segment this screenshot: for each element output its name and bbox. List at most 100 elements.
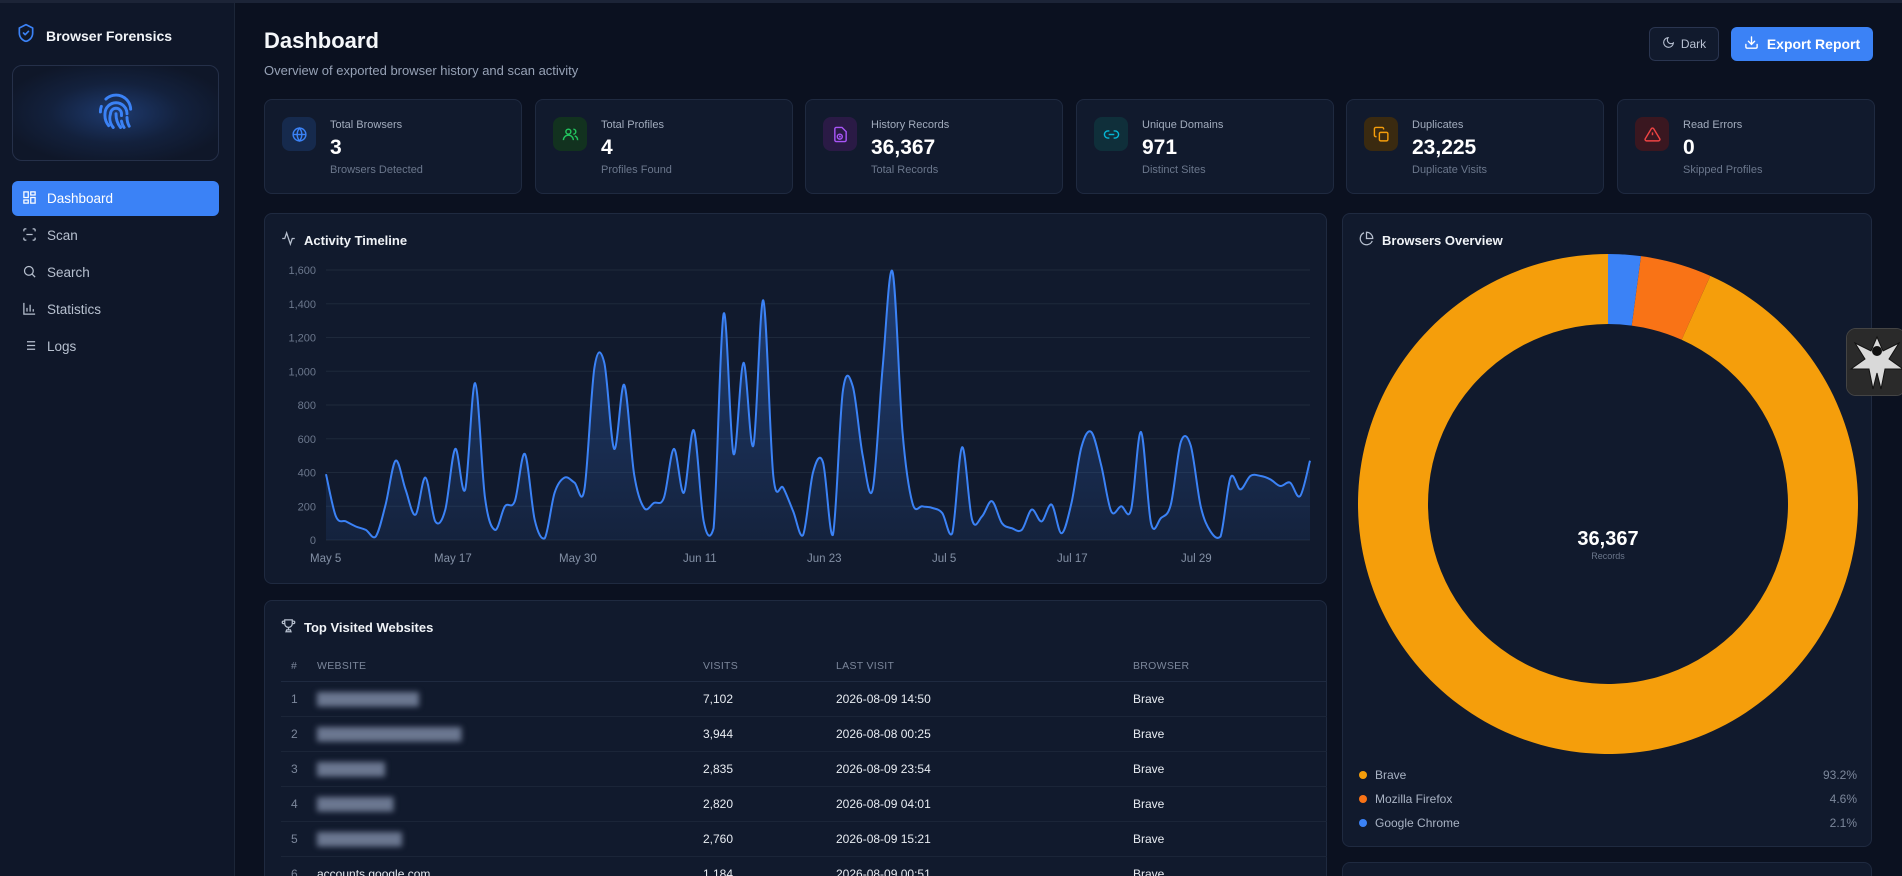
row-last-visit: 2026-08-09 04:01: [836, 786, 1133, 822]
legend-swatch: [1359, 795, 1367, 803]
row-visits: 7,102: [703, 681, 836, 717]
donut-slice-google-chrome[interactable]: [1608, 254, 1641, 326]
legend-percent: 93.2%: [1822, 768, 1857, 782]
redacted-website: █████████: [317, 796, 394, 811]
stat-card-unique-domains: Unique Domains 971 Distinct Sites: [1076, 99, 1334, 194]
legend-swatch: [1359, 771, 1367, 779]
timeline-series-line: [325, 269, 1311, 540]
row-website[interactable]: █████████████████: [317, 716, 703, 752]
search-icon: [22, 264, 37, 282]
sidebar-item-label: Search: [47, 265, 90, 280]
activity-timeline-title: Activity Timeline: [304, 232, 408, 248]
column-header-website: WEBSITE: [317, 651, 703, 682]
row-website[interactable]: █████████: [317, 786, 703, 822]
fingerprint-banner: [12, 65, 219, 161]
stat-card-history-records: History Records 36,367 Total Records: [805, 99, 1063, 194]
legend-item-firefox[interactable]: Mozilla Firefox 4.6%: [1359, 791, 1857, 807]
scan-icon: [22, 227, 37, 245]
y-tick-label: 0: [310, 535, 316, 547]
sidebar-item-search[interactable]: Search: [12, 255, 219, 290]
stat-subtext: Total Records: [871, 164, 939, 176]
sidebar-item-label: Scan: [47, 228, 78, 243]
column-header-index: #: [281, 651, 317, 682]
stat-subtext: Distinct Sites: [1142, 164, 1206, 176]
row-website[interactable]: ████████: [317, 751, 703, 787]
row-last-visit: 2026-08-09 00:51: [836, 856, 1133, 876]
sidebar-item-scan[interactable]: Scan: [12, 218, 219, 253]
fingerprint-icon: [94, 89, 138, 138]
export-report-button[interactable]: Export Report: [1731, 27, 1873, 61]
download-icon: [1744, 35, 1759, 53]
y-tick-label: 1,400: [288, 299, 316, 311]
row-index: 5: [281, 821, 317, 857]
table-row[interactable]: 2 █████████████████ 3,944 2026-08-08 00:…: [281, 716, 1327, 752]
row-last-visit: 2026-08-09 14:50: [836, 681, 1133, 717]
moon-icon: [1662, 36, 1675, 52]
stat-subtext: Profiles Found: [601, 164, 672, 176]
row-index: 2: [281, 716, 317, 752]
grid-icon: [22, 190, 37, 208]
export-report-label: Export Report: [1766, 36, 1861, 52]
floating-avatar[interactable]: [1846, 328, 1902, 396]
legend-percent: 2.1%: [1829, 816, 1857, 830]
row-website[interactable]: ████████████: [317, 681, 703, 717]
browsers-overview-card: Browsers Overview 36,367 Records Brave 9…: [1342, 213, 1872, 847]
y-tick-label: 400: [298, 468, 316, 480]
table-row[interactable]: 6 accounts.google.com 1,184 2026-08-09 0…: [281, 856, 1327, 876]
legend-label: Brave: [1375, 768, 1407, 782]
top-websites-card: Top Visited Websites # WEBSITE VISITS LA…: [264, 600, 1327, 876]
row-website[interactable]: accounts.google.com: [317, 856, 703, 876]
shield-icon: [16, 23, 36, 48]
table-row[interactable]: 4 █████████ 2,820 2026-08-09 04:01 Brave: [281, 786, 1327, 822]
row-last-visit: 2026-08-09 15:21: [836, 821, 1133, 857]
stat-subtext: Browsers Detected: [330, 164, 423, 176]
table-row[interactable]: 5 ██████████ 2,760 2026-08-09 15:21 Brav…: [281, 821, 1327, 857]
row-browser: Brave: [1133, 716, 1327, 752]
legend-label: Mozilla Firefox: [1375, 792, 1453, 806]
row-index: 6: [281, 856, 317, 876]
sidebar-item-logs[interactable]: Logs: [12, 329, 219, 364]
theme-toggle-button[interactable]: Dark: [1649, 27, 1719, 61]
row-browser: Brave: [1133, 786, 1327, 822]
stat-card-total-browsers: Total Browsers 3 Browsers Detected: [264, 99, 522, 194]
x-tick-label: Jul 17: [1057, 553, 1088, 565]
x-tick-label: Jul 29: [1181, 553, 1212, 565]
legend-item-brave[interactable]: Brave 93.2%: [1359, 767, 1857, 783]
table-row[interactable]: 3 ████████ 2,835 2026-08-09 23:54 Brave: [281, 751, 1327, 787]
file-history-icon: [823, 117, 857, 151]
table-header-row: # WEBSITE VISITS LAST VISIT BROWSER: [281, 651, 1327, 682]
column-header-last-visit: LAST VISIT: [836, 651, 1133, 682]
brand: Browser Forensics: [16, 23, 172, 48]
stat-value: 23,225: [1412, 136, 1477, 159]
legend-percent: 4.6%: [1829, 792, 1857, 806]
trophy-icon: [281, 618, 296, 636]
sidebar-item-label: Statistics: [47, 302, 102, 317]
stat-card-read-errors: Read Errors 0 Skipped Profiles: [1617, 99, 1875, 194]
row-browser: Brave: [1133, 821, 1327, 857]
row-website[interactable]: ██████████: [317, 821, 703, 857]
redacted-website: █████████████████: [317, 726, 462, 741]
row-visits: 2,760: [703, 821, 836, 857]
redacted-website: ████████: [317, 761, 386, 776]
page-title: Dashboard: [264, 28, 379, 53]
stat-label: Total Profiles: [601, 119, 664, 131]
sidebar-item-label: Logs: [47, 339, 77, 354]
top-websites-header: Top Visited Websites: [281, 618, 433, 636]
row-browser: Brave: [1133, 681, 1327, 717]
window-top-border: [0, 0, 1902, 3]
row-last-visit: 2026-08-08 00:25: [836, 716, 1133, 752]
table-row[interactable]: 1 ████████████ 7,102 2026-08-09 14:50 Br…: [281, 681, 1327, 717]
browsers-donut-chart: 36,367 Records: [1357, 254, 1858, 754]
app-title: Browser Forensics: [46, 27, 173, 44]
sidebar-item-statistics[interactable]: Statistics: [12, 292, 219, 327]
sidebar-item-dashboard[interactable]: Dashboard: [12, 181, 219, 216]
x-tick-label: May 30: [559, 553, 597, 565]
column-header-visits: VISITS: [703, 651, 836, 682]
donut-slice-mozilla-firefox[interactable]: [1631, 256, 1711, 340]
x-tick-label: May 17: [434, 553, 472, 565]
row-visits: 3,944: [703, 716, 836, 752]
stat-label: Duplicates: [1412, 119, 1464, 131]
row-browser: Brave: [1133, 856, 1327, 876]
legend-item-chrome[interactable]: Google Chrome 2.1%: [1359, 815, 1857, 831]
donut-slice-brave[interactable]: [1357, 254, 1858, 754]
